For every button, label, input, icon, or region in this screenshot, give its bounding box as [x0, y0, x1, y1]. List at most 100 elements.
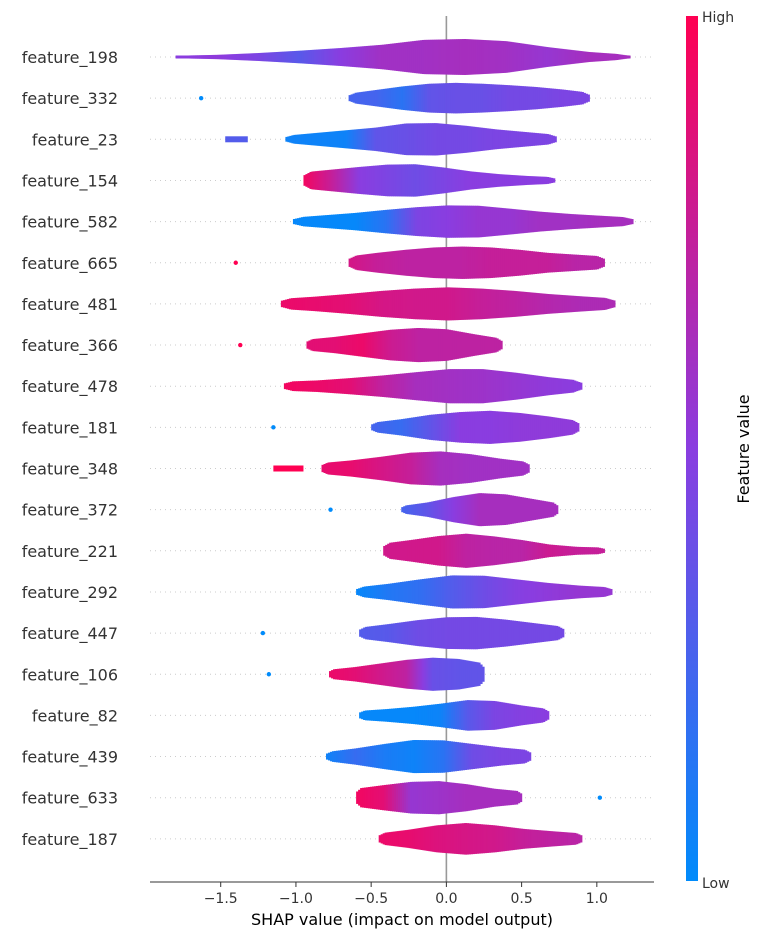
violin-slice — [466, 743, 470, 770]
violin-slice — [502, 290, 506, 318]
violin-slice — [552, 417, 556, 438]
violin-slice — [299, 134, 303, 145]
violin-slice — [588, 547, 591, 555]
violin-slice — [380, 834, 384, 844]
violin-slice — [498, 411, 502, 444]
violin-slice — [403, 418, 406, 436]
violin-slice — [441, 451, 444, 486]
violin-slice — [407, 621, 410, 645]
violin-slice — [281, 51, 285, 63]
violin-slice — [596, 547, 599, 555]
violin-slice — [478, 172, 482, 189]
violin-slice — [421, 416, 424, 439]
violin-slice — [433, 501, 436, 519]
violin-slice — [555, 831, 559, 847]
violin-slice — [406, 207, 410, 236]
violin-slice — [454, 741, 458, 772]
violin-slice — [567, 584, 571, 600]
violin-slice — [397, 708, 400, 723]
violin-slice — [389, 125, 393, 154]
violin-slice — [446, 576, 449, 608]
violin-slice — [512, 827, 515, 851]
violin-slice — [597, 586, 601, 598]
violin-slice — [356, 748, 359, 765]
violin-slice — [419, 164, 422, 197]
violin-slice — [450, 741, 453, 772]
violin-slice — [602, 258, 605, 267]
violin-slice — [377, 457, 381, 480]
violin-slice — [604, 216, 608, 228]
violin-slice — [402, 328, 405, 362]
violin-slice — [516, 539, 520, 563]
violin-slice — [561, 628, 565, 638]
violin-slice — [363, 46, 367, 68]
violin-slice — [446, 205, 450, 238]
x-tick-label: 1.0 — [586, 891, 608, 907]
violin-slice — [498, 747, 502, 766]
violin-slice — [440, 205, 444, 238]
violin-slice — [510, 208, 514, 235]
violin-slice — [327, 48, 331, 66]
violin-slice — [444, 702, 448, 728]
violin-slice — [426, 288, 430, 320]
violin-slice — [415, 123, 419, 156]
violin-slice — [524, 250, 528, 276]
violin-slice — [500, 537, 504, 565]
violin-slice — [525, 497, 529, 522]
violin-slice — [269, 52, 273, 62]
violin-slice — [352, 256, 356, 269]
violin-slice — [423, 415, 426, 439]
violin-slice — [490, 410, 494, 444]
violin-slice — [295, 381, 299, 392]
violin-slice — [388, 209, 392, 234]
violin-slice — [373, 165, 376, 196]
violin-slice — [423, 619, 426, 647]
violin-slice — [442, 576, 445, 608]
violin-slice — [339, 48, 343, 66]
violin-slice — [439, 499, 442, 520]
violin-slice — [362, 787, 365, 808]
violin-slice — [502, 208, 506, 236]
violin-slice — [333, 169, 336, 192]
violin-slice — [575, 585, 579, 599]
violin-slice — [307, 173, 311, 188]
violin-slice — [450, 287, 454, 321]
violin-slice — [363, 166, 366, 195]
violin-slice — [539, 582, 543, 602]
violin-slice — [390, 251, 394, 275]
violin — [303, 164, 556, 197]
violin-slice — [447, 452, 450, 485]
violin-slice — [506, 290, 510, 318]
violin-slice — [539, 46, 543, 68]
outlier-point — [198, 95, 204, 101]
violin-slice — [417, 416, 420, 439]
violin-slice — [451, 617, 455, 650]
violin-slice — [483, 369, 487, 404]
violin-slice — [402, 581, 405, 603]
violin-slice — [431, 451, 434, 486]
violin-slice — [511, 495, 515, 524]
violin-slice — [484, 288, 488, 319]
violin-slice — [512, 412, 516, 443]
violin-slice — [392, 209, 396, 235]
violin-slice — [351, 667, 354, 682]
violin-slice — [555, 48, 559, 66]
violin-slice — [534, 132, 537, 146]
violin-slice — [440, 576, 443, 608]
violin-slice — [448, 741, 451, 772]
violin-slice — [512, 249, 516, 277]
violin-slice — [462, 533, 466, 568]
violin-slice — [451, 782, 455, 813]
violin-slice — [436, 205, 440, 238]
violin-slice — [354, 255, 358, 270]
violin-slice — [536, 293, 540, 315]
violin-slice — [462, 205, 466, 238]
violin-slice — [409, 164, 412, 197]
violin-slice — [497, 370, 501, 402]
violin-slice — [306, 297, 310, 311]
violin-slice — [446, 287, 450, 321]
violin-slice — [505, 619, 509, 647]
violin-slice — [399, 419, 402, 436]
violin-slice — [375, 664, 378, 685]
violin-slice — [545, 376, 549, 396]
